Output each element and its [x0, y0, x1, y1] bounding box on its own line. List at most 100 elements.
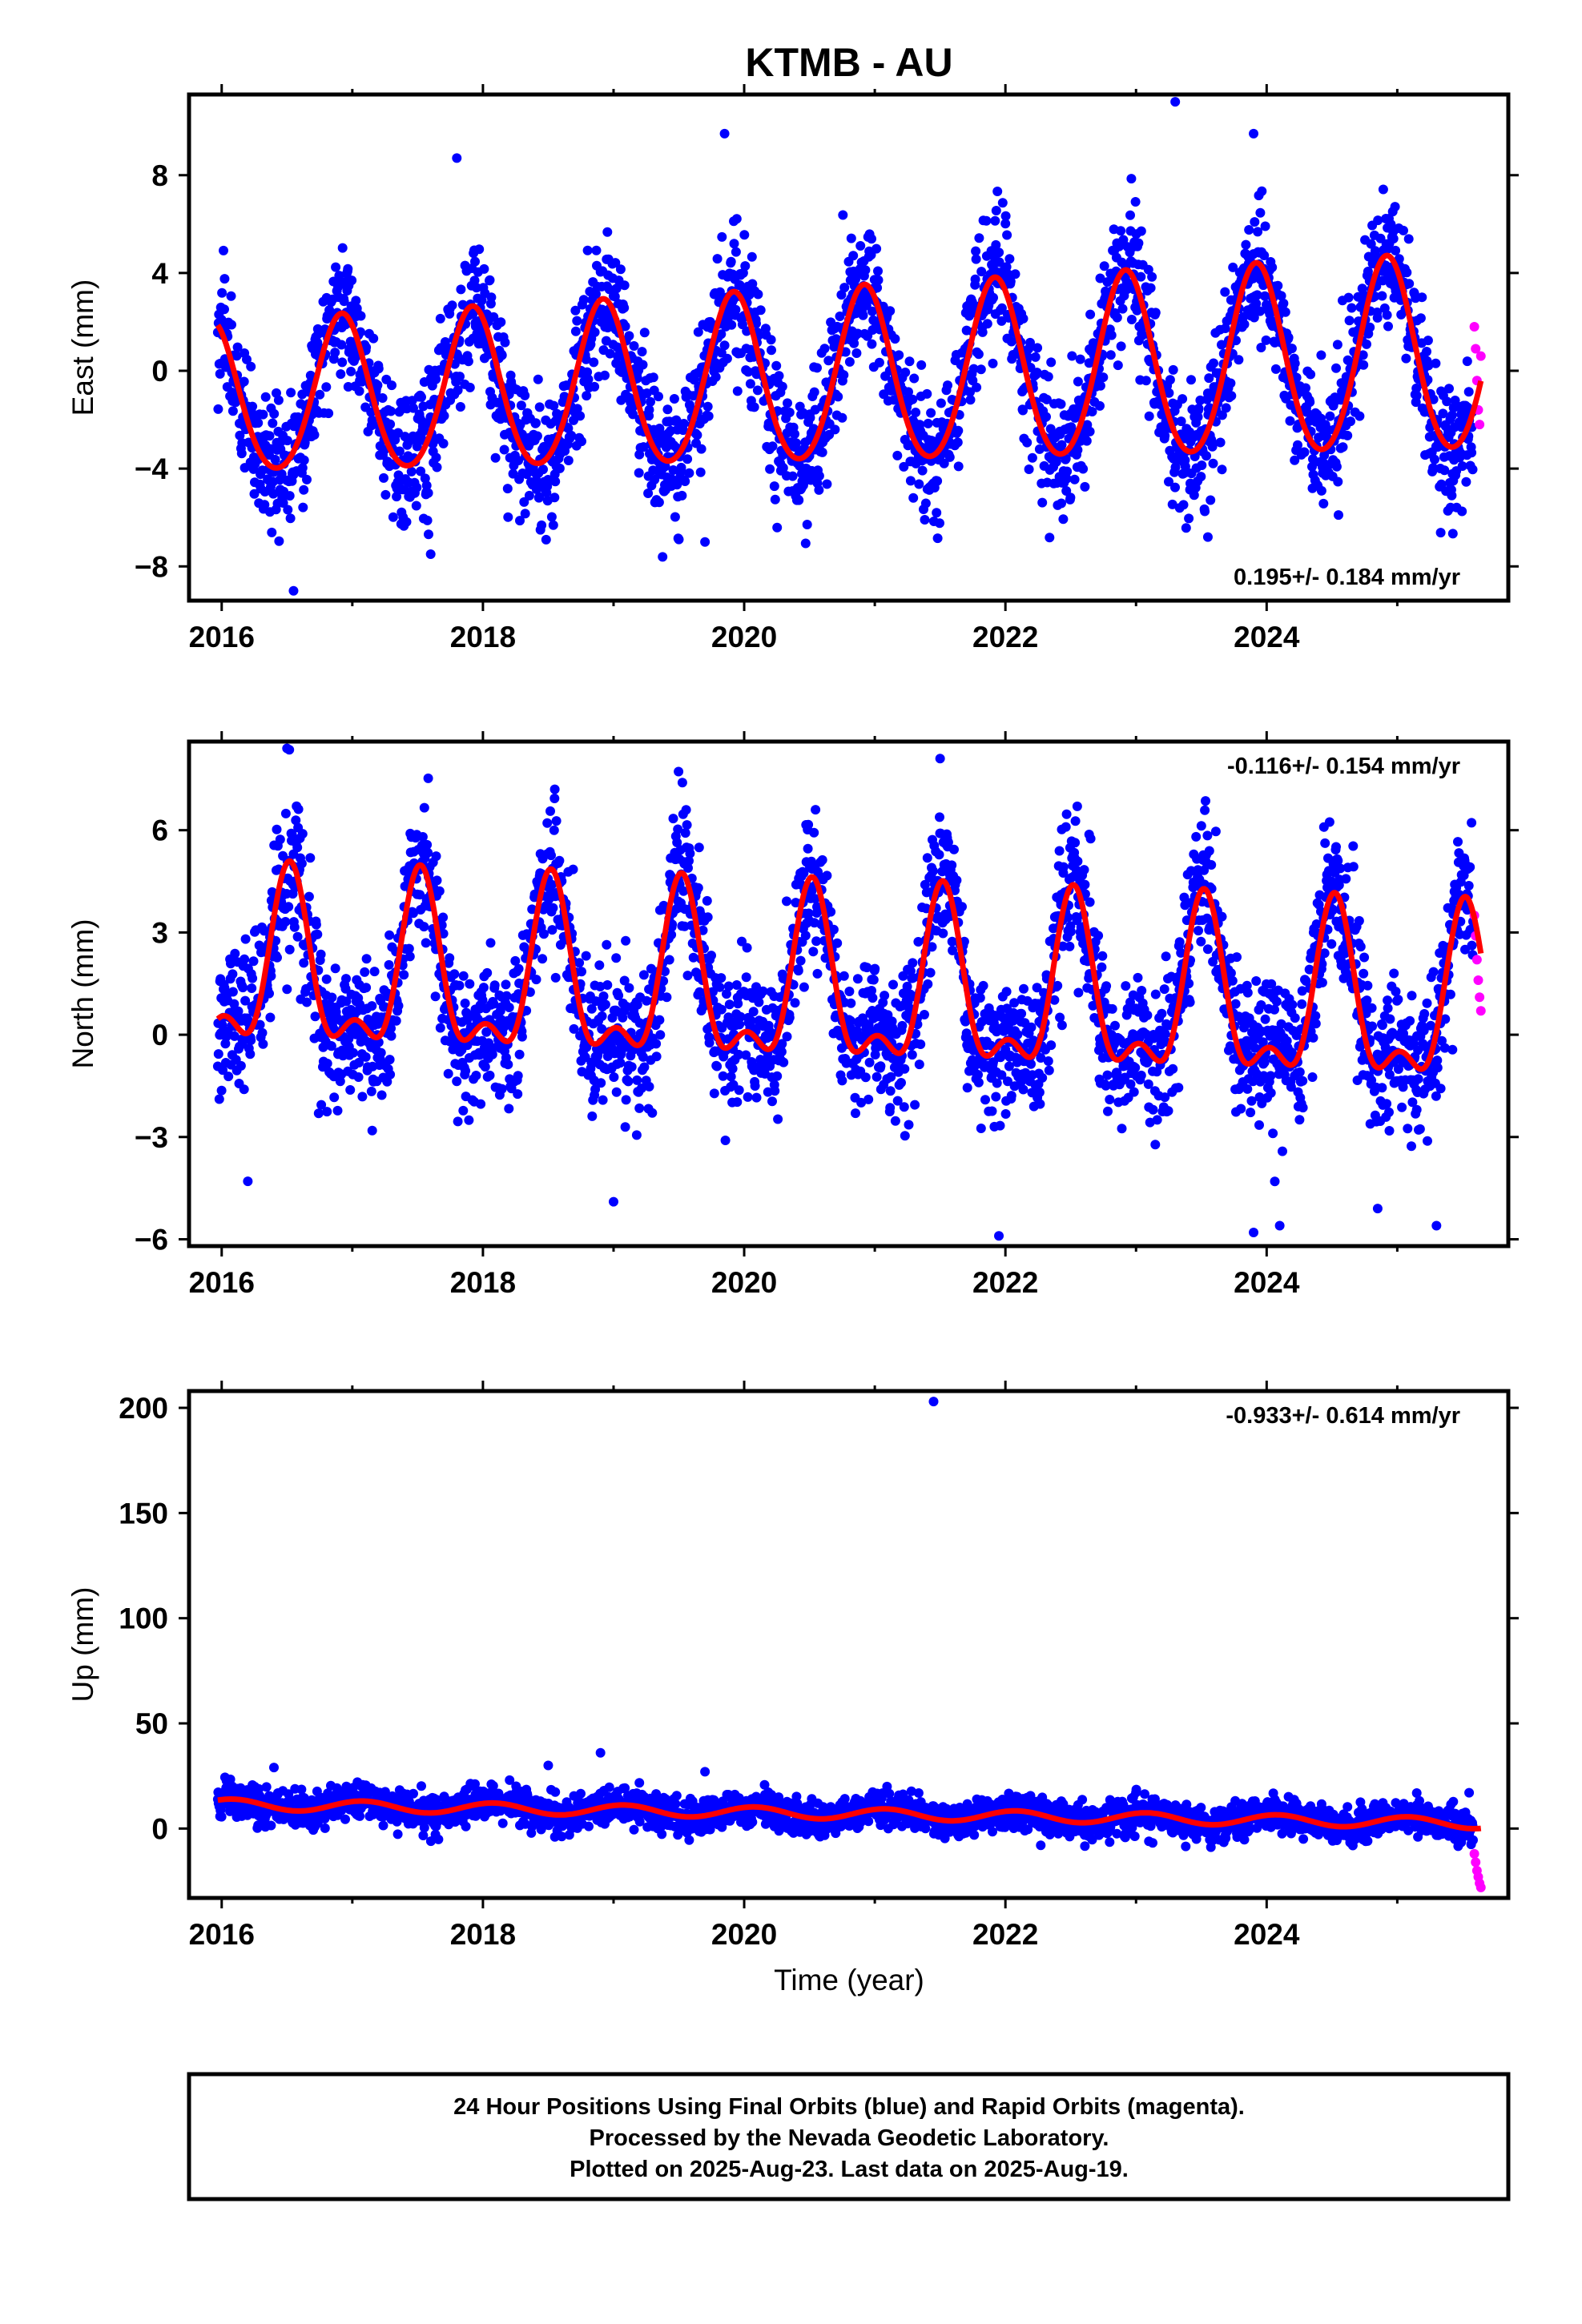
- final-point: [899, 1102, 909, 1112]
- final-point: [712, 254, 723, 264]
- final-point: [1087, 407, 1097, 416]
- final-point: [735, 1019, 745, 1030]
- final-point: [1018, 313, 1029, 324]
- final-point: [360, 967, 370, 977]
- final-point: [385, 1069, 396, 1080]
- final-point: [885, 1103, 896, 1113]
- final-point: [749, 402, 759, 412]
- final-point: [504, 1003, 514, 1012]
- final-point: [982, 319, 992, 329]
- final-point: [563, 423, 574, 433]
- final-point: [1170, 482, 1180, 493]
- final-point: [712, 1061, 723, 1072]
- final-point: [1018, 405, 1028, 416]
- y-axis-title: North (mm): [66, 919, 99, 1068]
- rapid-point: [1475, 351, 1486, 361]
- final-point: [1070, 816, 1081, 826]
- final-point: [1006, 1091, 1016, 1101]
- final-point: [972, 382, 982, 392]
- final-point: [439, 411, 449, 421]
- final-point: [870, 963, 880, 974]
- final-point: [666, 930, 677, 940]
- final-point: [1399, 225, 1408, 235]
- final-point: [885, 306, 896, 316]
- final-point: [1106, 330, 1117, 340]
- final-point: [619, 975, 630, 986]
- final-point: [401, 517, 412, 527]
- final-point: [471, 283, 481, 293]
- final-point: [953, 425, 964, 436]
- final-point: [572, 404, 582, 414]
- final-point: [453, 385, 463, 396]
- final-point: [965, 395, 976, 405]
- final-point: [452, 1076, 462, 1087]
- final-point: [621, 935, 631, 946]
- final-point: [770, 1086, 780, 1096]
- final-point: [1202, 451, 1211, 461]
- final-point: [923, 418, 933, 428]
- final-point: [914, 1059, 924, 1070]
- final-point: [1061, 809, 1072, 819]
- final-point: [516, 400, 526, 411]
- final-point: [1238, 312, 1249, 322]
- final-point: [888, 979, 898, 990]
- final-point: [952, 875, 962, 886]
- final-point: [1404, 279, 1415, 289]
- final-point: [1378, 184, 1388, 195]
- final-point: [582, 391, 592, 401]
- final-point: [693, 327, 703, 337]
- final-point: [772, 522, 783, 533]
- final-point: [334, 271, 344, 281]
- final-point: [424, 529, 433, 540]
- final-point: [605, 348, 615, 359]
- final-point: [1065, 941, 1075, 951]
- final-point: [532, 431, 542, 441]
- final-point: [758, 986, 768, 996]
- outlier-point: [1170, 97, 1181, 107]
- final-point: [243, 1015, 253, 1025]
- final-point: [682, 820, 692, 830]
- final-point: [1217, 464, 1227, 475]
- final-point: [1278, 298, 1289, 308]
- final-point: [239, 376, 249, 387]
- final-point: [638, 970, 649, 980]
- final-point: [715, 982, 725, 992]
- final-point: [1057, 440, 1067, 450]
- final-point: [1058, 514, 1069, 525]
- final-point: [779, 1057, 789, 1068]
- final-point: [863, 1094, 874, 1104]
- final-point: [814, 485, 824, 495]
- final-point: [361, 954, 372, 964]
- final-point: [1136, 1070, 1146, 1080]
- final-point: [232, 342, 243, 352]
- final-point: [925, 967, 936, 978]
- final-point: [322, 1107, 332, 1117]
- final-point: [1401, 353, 1411, 364]
- final-point: [343, 382, 353, 392]
- final-point: [810, 894, 820, 904]
- final-point: [819, 344, 830, 354]
- final-point: [742, 943, 752, 953]
- final-point: [642, 995, 652, 1006]
- final-point: [260, 500, 270, 510]
- final-point: [702, 401, 713, 412]
- final-point: [741, 972, 751, 983]
- final-point: [611, 283, 622, 294]
- final-point: [957, 902, 967, 912]
- final-point: [992, 1078, 1002, 1088]
- outlier-point: [674, 534, 684, 545]
- final-point: [846, 233, 856, 243]
- final-point: [654, 392, 663, 402]
- final-point: [229, 1031, 240, 1041]
- final-point: [554, 855, 565, 866]
- final-point: [1035, 1099, 1045, 1109]
- final-point: [1150, 989, 1161, 999]
- final-point: [835, 312, 845, 321]
- final-point: [596, 1078, 606, 1088]
- final-point: [838, 210, 848, 220]
- final-point: [219, 245, 228, 255]
- x-tick-label: 2018: [450, 1266, 516, 1299]
- final-point: [373, 364, 384, 374]
- final-point: [1194, 404, 1204, 414]
- final-point: [539, 929, 549, 939]
